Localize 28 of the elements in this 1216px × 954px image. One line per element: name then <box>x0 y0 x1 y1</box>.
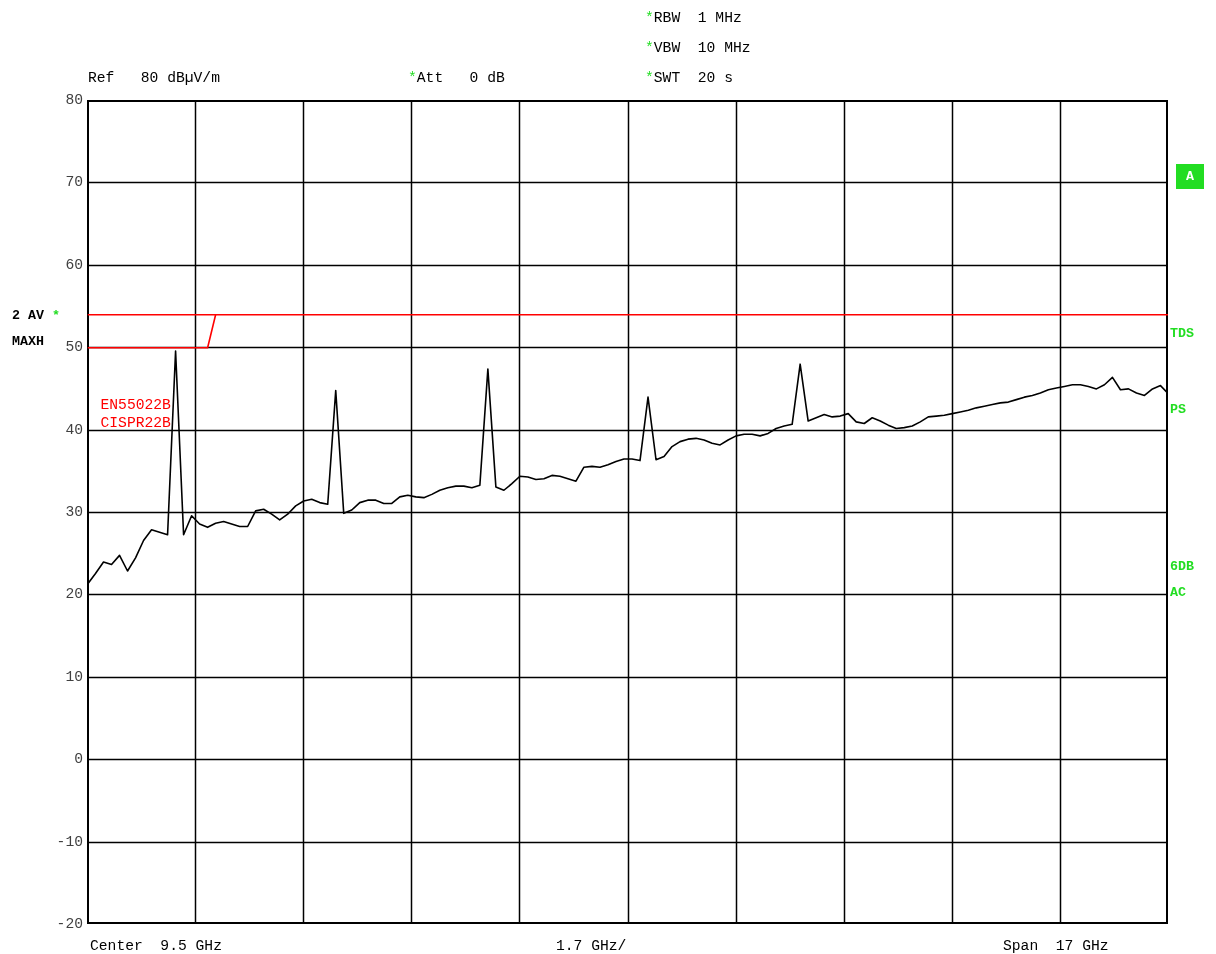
y-tick-label: 10 <box>65 667 83 687</box>
text: *VBW 10 MHz <box>645 39 751 58</box>
y-tick-label: 30 <box>65 502 83 522</box>
text: 2 AV * <box>12 307 60 325</box>
text: Ref 80 dBµV/m <box>88 69 220 88</box>
text: MAXH <box>12 333 44 351</box>
y-tick-label: 40 <box>65 420 83 440</box>
y-tick-label: -20 <box>56 914 83 934</box>
y-tick-label: 0 <box>74 749 83 769</box>
annotation: CISPR22B <box>100 414 172 431</box>
y-tick-label: 80 <box>65 90 83 110</box>
y-tick-label: 20 <box>65 584 83 604</box>
text: Center 9.5 GHz <box>90 937 222 954</box>
text: Span 17 GHz <box>1003 937 1109 954</box>
text: *RBW 1 MHz <box>645 9 742 28</box>
text: 1.7 GHz/ <box>556 937 627 954</box>
y-tick-label: -10 <box>56 832 83 852</box>
annotation: EN55022B <box>100 396 172 413</box>
text: *Att 0 dB <box>408 69 505 88</box>
text: 6DB <box>1170 558 1194 576</box>
text: PS <box>1170 401 1186 419</box>
y-tick-label: 60 <box>65 255 83 275</box>
text: A <box>1176 164 1204 190</box>
text: TDS <box>1170 325 1194 343</box>
text: AC <box>1170 584 1186 602</box>
y-tick-label: 70 <box>65 172 83 192</box>
y-tick-label: 50 <box>65 337 83 357</box>
text: *SWT 20 s <box>645 69 733 88</box>
